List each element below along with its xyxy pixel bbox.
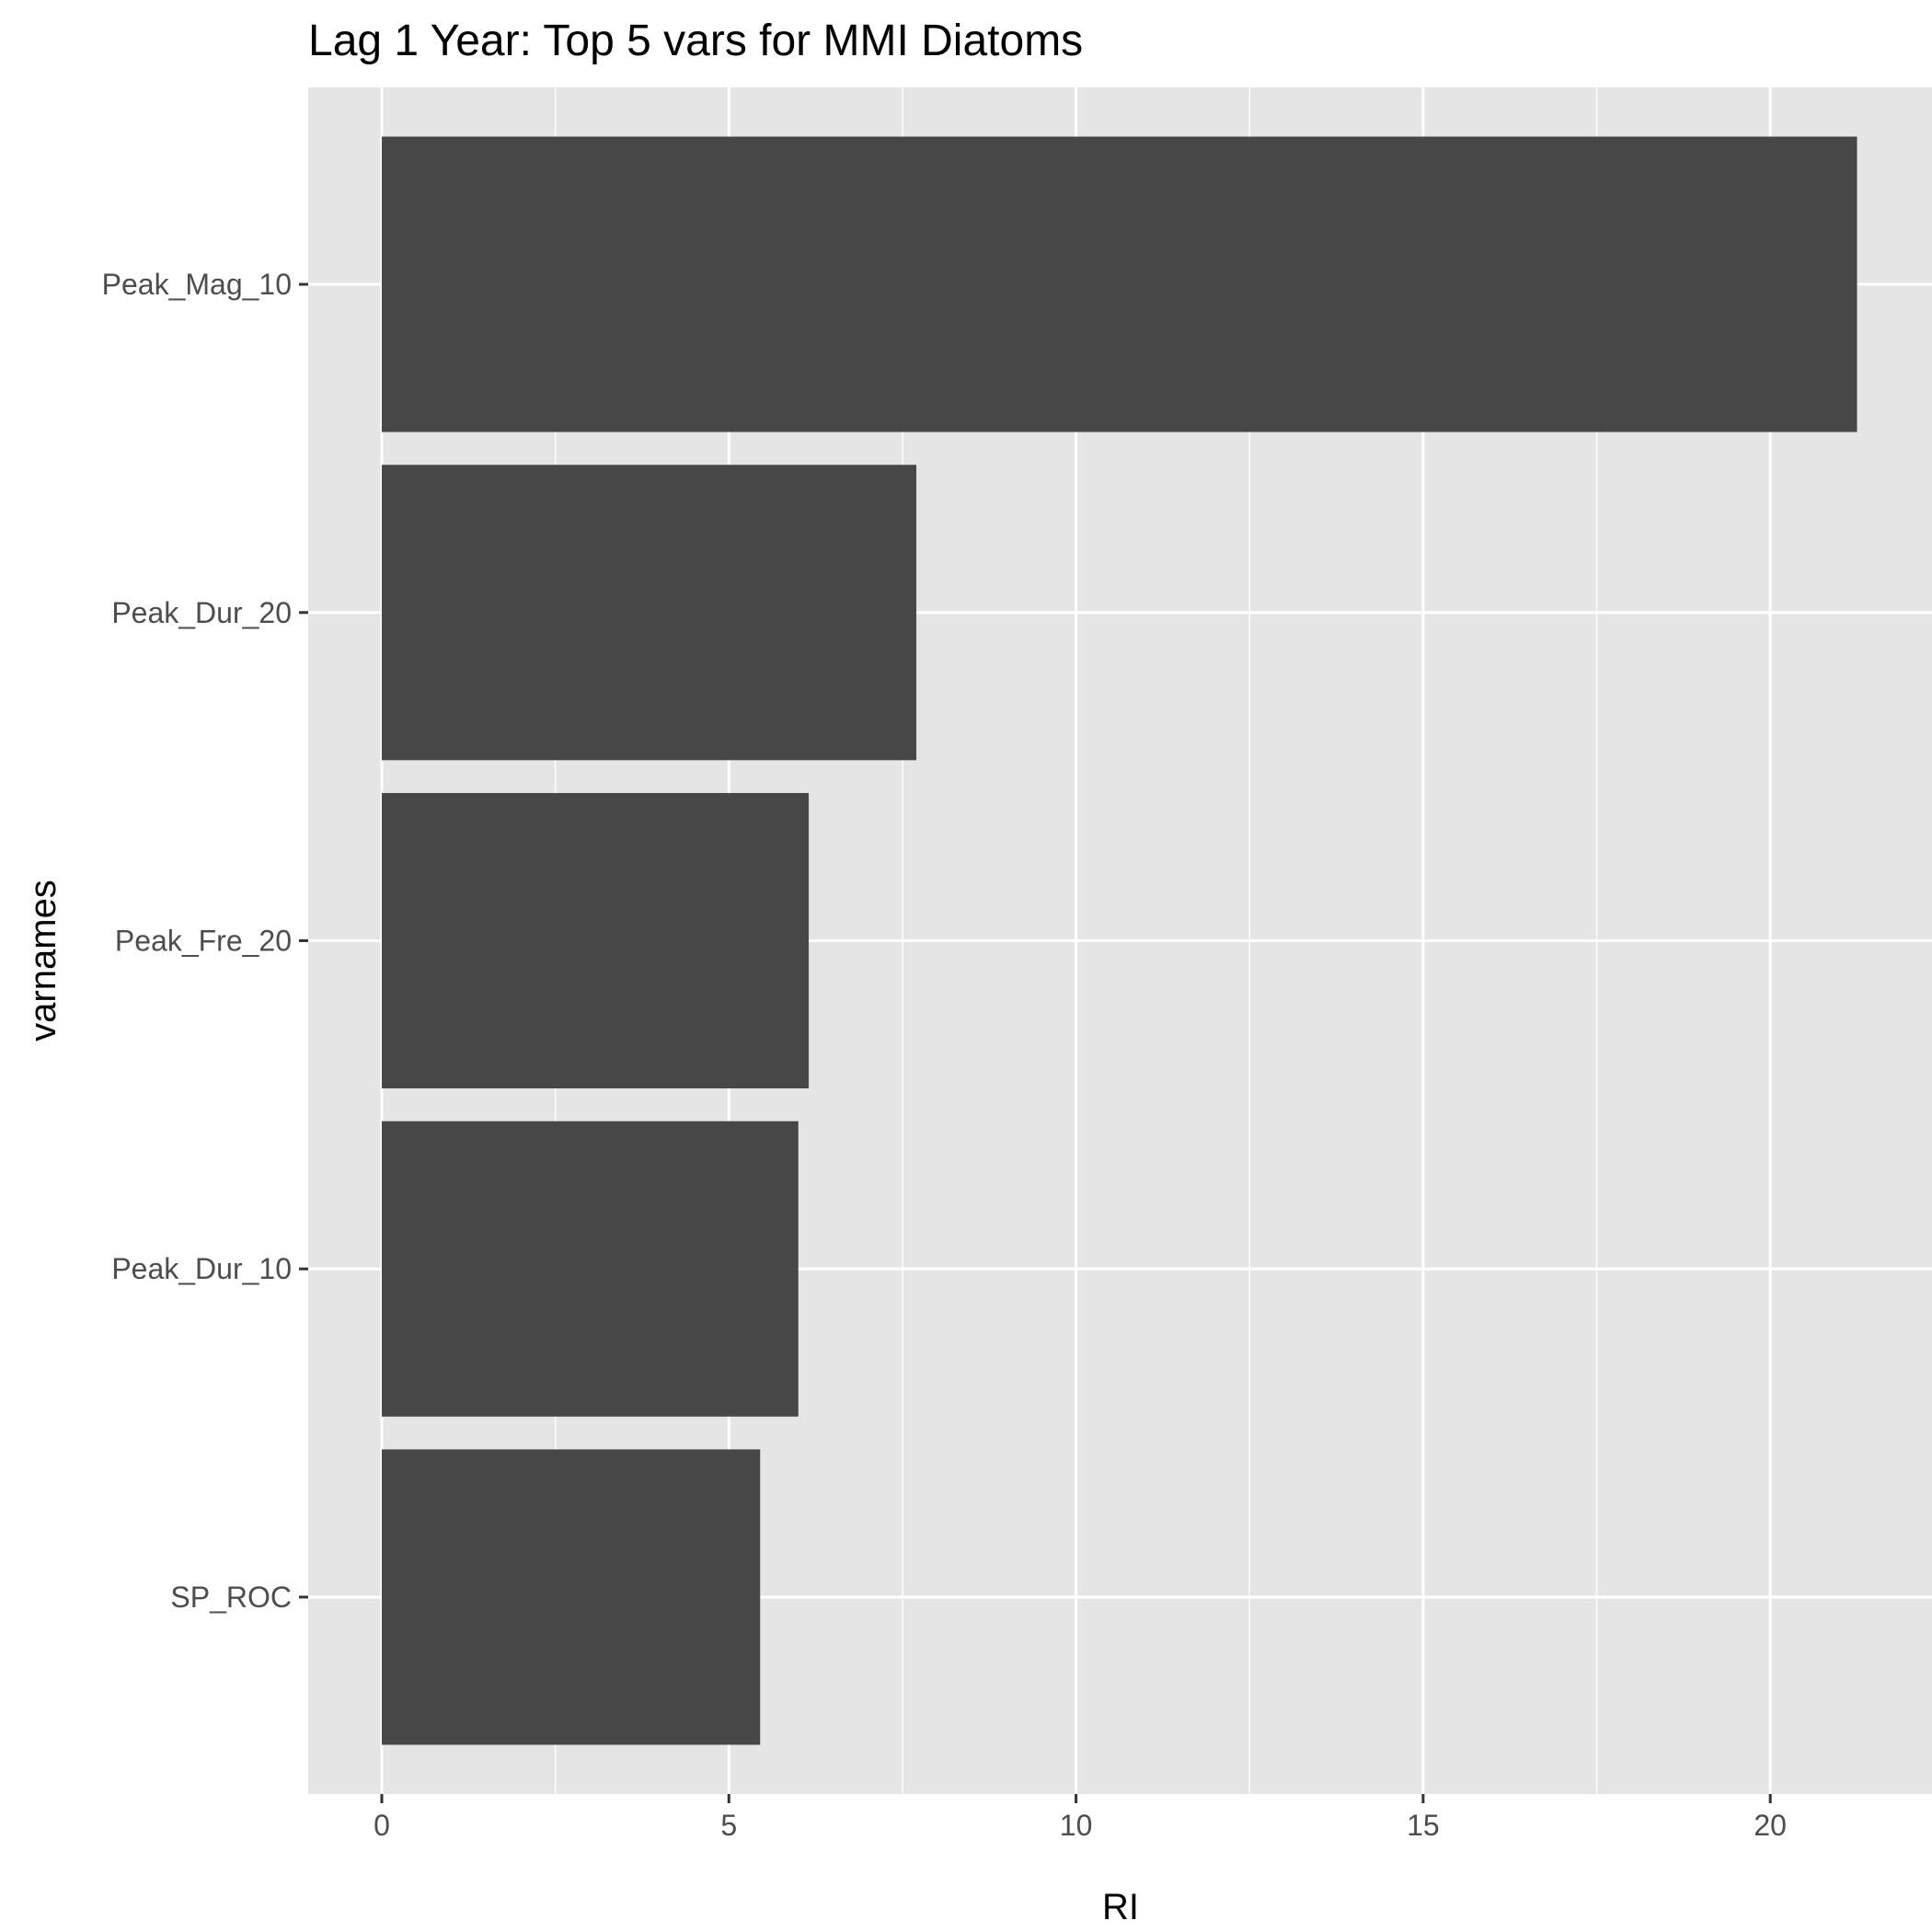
x-tick-label: 5 — [720, 1809, 737, 1842]
y-axis: Peak_Mag_10 Peak_Dur_20 Peak_Fre_20 Peak_Du… — [102, 268, 308, 1614]
y-tick-label: Peak_Dur_10 — [111, 1252, 292, 1285]
x-tick-label: 0 — [374, 1809, 390, 1842]
x-axis-title: RI — [1102, 1887, 1139, 1927]
chart-title: Lag 1 Year: Top 5 vars for MMI Diatoms — [308, 17, 1083, 65]
x-axis: 0 5 10 15 20 — [374, 1794, 1787, 1842]
x-tick-label: 20 — [1754, 1809, 1787, 1842]
y-tick-label: Peak_Mag_10 — [102, 268, 292, 301]
y-tick-label: Peak_Dur_20 — [111, 596, 292, 629]
bar-peak-mag-10 — [381, 136, 1857, 432]
bar-peak-dur-10 — [381, 1121, 799, 1417]
x-tick-label: 10 — [1060, 1809, 1093, 1842]
x-tick-label: 15 — [1407, 1809, 1440, 1842]
bar-sp-roc — [381, 1449, 761, 1745]
y-axis-title: varnames — [23, 880, 63, 1041]
bars — [381, 136, 1857, 1745]
bar-peak-dur-20 — [381, 465, 917, 761]
y-tick-label: Peak_Fre_20 — [115, 925, 292, 958]
bar-peak-fre-20 — [381, 792, 810, 1089]
y-tick-label: SP_ROC — [170, 1581, 292, 1614]
